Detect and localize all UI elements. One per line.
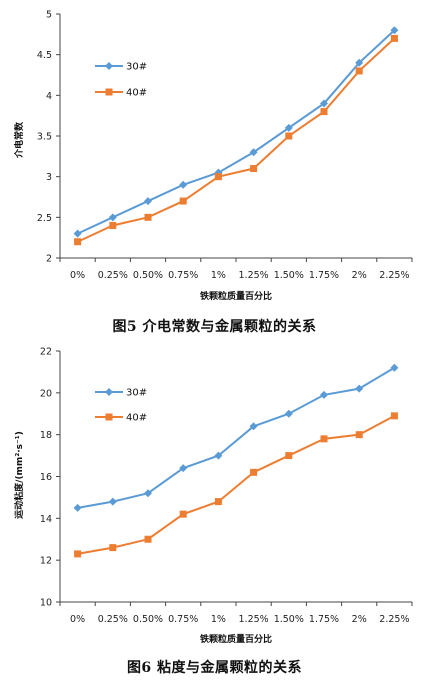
dielectric-x-tick-label: 2% bbox=[352, 270, 367, 281]
viscosity-x-tick-label: 2% bbox=[352, 614, 367, 625]
viscosity-x-tick-label: 1.25% bbox=[239, 614, 269, 625]
dielectric-series-0-point bbox=[144, 197, 152, 206]
dielectric-series-1-point bbox=[109, 221, 117, 229]
viscosity-series-0-point bbox=[108, 497, 117, 506]
dielectric-series-1-point bbox=[74, 238, 82, 246]
viscosity-series-0-point bbox=[73, 503, 82, 512]
viscosity-y-axis-title: 运动粘度/(mm²·s⁻¹) bbox=[13, 431, 25, 519]
viscosity-series-0-point bbox=[355, 384, 364, 393]
dielectric-x-tick-label: 1.75% bbox=[309, 270, 339, 281]
viscosity-x-tick-label: 1% bbox=[211, 614, 226, 625]
viscosity-series-1-point bbox=[355, 431, 363, 439]
viscosity-series-1-point bbox=[179, 510, 187, 518]
viscosity-legend-label-0: 30# bbox=[126, 388, 147, 399]
viscosity-x-tick-label: 1.75% bbox=[309, 614, 339, 625]
viscosity-series-1-point bbox=[144, 535, 152, 543]
viscosity-x-tick-label: 1.50% bbox=[274, 614, 304, 625]
dielectric-x-tick-label: 2.25% bbox=[379, 270, 409, 281]
viscosity-chart: 10 12 14 16 18 20 22 0% 0.25% 0.50% 0.75% 1% 1.25% 1.… bbox=[13, 347, 413, 645]
viscosity-series-1-point bbox=[109, 544, 117, 552]
viscosity-series-0-point bbox=[179, 464, 188, 473]
dielectric-chart: 2 2.5 3 3.5 4 4.5 5 0% 0.25% 0.50% 0.75% 1% 1.25% 1.5… bbox=[13, 10, 413, 302]
dielectric-series-1-point bbox=[285, 132, 293, 140]
dielectric-series-1-point bbox=[320, 108, 328, 116]
dielectric-y-tick-label: 3.5 bbox=[37, 132, 52, 143]
dielectric-series-1-line bbox=[77, 37, 396, 243]
dielectric-series-0-point bbox=[108, 213, 117, 222]
viscosity-x-tick-label: 0.50% bbox=[133, 614, 163, 625]
viscosity-x-tick-label: 0.25% bbox=[98, 614, 128, 625]
viscosity-legend-marker-1 bbox=[105, 413, 113, 421]
viscosity-y-tick-label: 12 bbox=[40, 556, 52, 567]
figure-6-caption: 图6 粘度与金属颗粒的关系 bbox=[126, 660, 303, 676]
dielectric-series-0-point bbox=[73, 229, 82, 238]
dielectric-series-1-point bbox=[179, 197, 187, 205]
dielectric-series-0-point bbox=[355, 58, 364, 67]
dielectric-legend-marker-1 bbox=[105, 88, 113, 96]
viscosity-series-1-point bbox=[390, 412, 398, 420]
viscosity-legend-label-1: 40# bbox=[126, 413, 147, 424]
dielectric-series-0-point bbox=[284, 123, 293, 132]
dielectric-legend-label-0: 30# bbox=[126, 62, 147, 73]
viscosity-y-tick-label: 22 bbox=[40, 347, 52, 358]
viscosity-x-tick-label: 2.25% bbox=[379, 614, 409, 625]
dielectric-y-tick-label: 2 bbox=[46, 254, 52, 265]
dielectric-series-1-point bbox=[250, 165, 258, 173]
viscosity-series-0-point bbox=[214, 451, 223, 460]
viscosity-series-1-point bbox=[74, 550, 82, 558]
dielectric-series-0-point bbox=[320, 99, 328, 108]
viscosity-series-1-point bbox=[320, 435, 328, 443]
dielectric-x-tick-label: 1.25% bbox=[239, 270, 269, 281]
viscosity-y-tick-label: 16 bbox=[40, 472, 52, 483]
dielectric-y-tick-label: 5 bbox=[46, 10, 52, 21]
dielectric-series-1-point bbox=[355, 67, 363, 75]
dielectric-y-axis-title: 介电常数 bbox=[13, 121, 25, 159]
viscosity-legend-marker-0 bbox=[105, 388, 113, 396]
dielectric-legend-label-1: 40# bbox=[126, 88, 147, 99]
dielectric-y-tick-label: 4.5 bbox=[37, 50, 52, 61]
dielectric-series-1-point bbox=[214, 173, 222, 181]
dielectric-series-0-line bbox=[77, 29, 396, 235]
viscosity-series-1-point bbox=[285, 452, 293, 460]
viscosity-series-0-point bbox=[320, 390, 328, 399]
dielectric-series-1-point bbox=[144, 213, 152, 221]
viscosity-series-1-point bbox=[214, 498, 222, 506]
dielectric-x-tick-label: 0.50% bbox=[133, 270, 163, 281]
viscosity-y-tick-label: 14 bbox=[40, 514, 52, 525]
viscosity-series-0-point bbox=[390, 363, 399, 372]
viscosity-x-tick-label: 0% bbox=[70, 614, 85, 625]
viscosity-series-0-point bbox=[249, 422, 258, 431]
dielectric-y-tick-label: 4 bbox=[46, 91, 52, 102]
viscosity-x-axis-title: 铁颗粒质量百分比 bbox=[200, 633, 272, 645]
viscosity-series-0-point bbox=[284, 409, 293, 418]
viscosity-y-tick-label: 18 bbox=[40, 430, 52, 441]
viscosity-series-1-point bbox=[250, 468, 258, 476]
viscosity-series-1-line bbox=[77, 414, 395, 555]
dielectric-x-tick-label: 1.50% bbox=[274, 270, 304, 281]
dielectric-series-0-point bbox=[390, 26, 399, 35]
dielectric-series-0-point bbox=[179, 180, 188, 189]
dielectric-legend-marker-0 bbox=[105, 62, 113, 70]
viscosity-x-tick-label: 0.75% bbox=[168, 614, 198, 625]
dielectric-x-tick-label: 0.75% bbox=[168, 270, 198, 281]
viscosity-y-tick-label: 10 bbox=[40, 598, 52, 609]
dielectric-x-tick-label: 1% bbox=[211, 270, 226, 281]
viscosity-series-0-point bbox=[144, 489, 152, 498]
dielectric-x-axis-title: 铁颗粒质量百分比 bbox=[200, 290, 272, 302]
dielectric-x-tick-label: 0.25% bbox=[98, 270, 128, 281]
dielectric-y-tick-label: 3 bbox=[46, 172, 52, 183]
viscosity-y-tick-label: 20 bbox=[40, 388, 52, 399]
viscosity-series-0-line bbox=[77, 366, 395, 509]
dielectric-series-0-point bbox=[249, 148, 258, 157]
dielectric-y-tick-label: 2.5 bbox=[37, 213, 52, 224]
dielectric-series-1-point bbox=[390, 34, 398, 42]
dielectric-x-tick-label: 0% bbox=[70, 270, 85, 281]
figure-5-caption: 图5 介电常数与金属颗粒的关系 bbox=[112, 319, 317, 335]
